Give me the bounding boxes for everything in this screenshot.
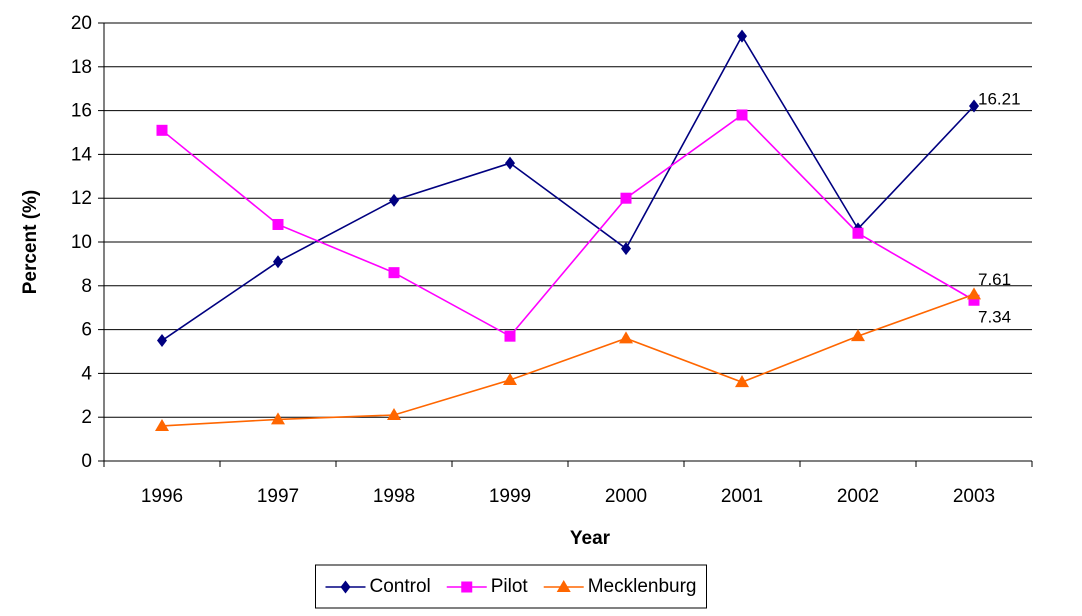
- legend: Control Pilot Mecklenburg: [315, 564, 707, 609]
- x-tick-label: 2003: [953, 486, 995, 507]
- legend-item: Mecklenburg: [543, 576, 697, 597]
- marker: [851, 329, 865, 342]
- marker: [621, 242, 631, 256]
- marker: [461, 581, 473, 593]
- y-axis-label: Percent (%): [20, 190, 41, 295]
- data-label: 7.34: [978, 308, 1011, 327]
- legend-label: Control: [370, 576, 431, 597]
- marker: [504, 330, 516, 342]
- series-line: [161, 34, 975, 342]
- marker: [556, 580, 571, 592]
- marker: [968, 294, 980, 306]
- y-tick-label: 6: [81, 320, 92, 341]
- marker: [272, 218, 284, 230]
- y-tick-label: 8: [81, 276, 92, 297]
- marker: [273, 255, 283, 269]
- legend-item: Control: [325, 576, 431, 597]
- series-line: [161, 113, 975, 338]
- y-tick-label: 20: [71, 13, 92, 34]
- marker: [967, 287, 981, 300]
- marker: [735, 375, 749, 388]
- marker: [737, 29, 747, 43]
- marker: [389, 193, 399, 207]
- marker: [340, 580, 351, 594]
- x-tick-label: 2001: [721, 486, 763, 507]
- x-tick-label: 2000: [605, 486, 647, 507]
- y-tick-label: 12: [71, 188, 92, 209]
- marker: [852, 227, 864, 239]
- marker: [619, 331, 633, 344]
- marker: [271, 412, 285, 425]
- x-axis-label: Year: [570, 528, 611, 549]
- marker: [736, 109, 748, 121]
- marker: [155, 418, 169, 431]
- marker: [388, 267, 400, 279]
- y-tick-label: 16: [71, 101, 92, 122]
- y-tick-label: 18: [71, 57, 92, 78]
- marker: [387, 408, 401, 421]
- legend-label: Mecklenburg: [588, 576, 697, 597]
- data-label: 16.21: [978, 89, 1021, 108]
- legend-item: Pilot: [446, 576, 529, 597]
- y-tick-label: 10: [71, 232, 92, 253]
- y-tick-label: 14: [71, 144, 93, 165]
- x-tick-label: 1996: [141, 486, 183, 507]
- x-tick-label: 1999: [489, 486, 531, 507]
- marker: [969, 99, 979, 113]
- y-tick-label: 2: [81, 407, 92, 428]
- y-tick-label: 0: [81, 451, 92, 472]
- series-line: [161, 293, 975, 427]
- marker: [620, 192, 632, 204]
- legend-label: Pilot: [491, 576, 529, 597]
- marker: [156, 124, 168, 136]
- y-tick-label: 4: [81, 363, 92, 384]
- marker: [503, 372, 517, 385]
- data-label: 7.61: [978, 270, 1011, 289]
- x-tick-label: 1997: [257, 486, 299, 507]
- legend-box: [315, 564, 707, 609]
- marker: [505, 156, 515, 170]
- x-tick-label: 1998: [373, 486, 415, 507]
- marker: [157, 334, 167, 348]
- x-tick-label: 2002: [837, 486, 879, 507]
